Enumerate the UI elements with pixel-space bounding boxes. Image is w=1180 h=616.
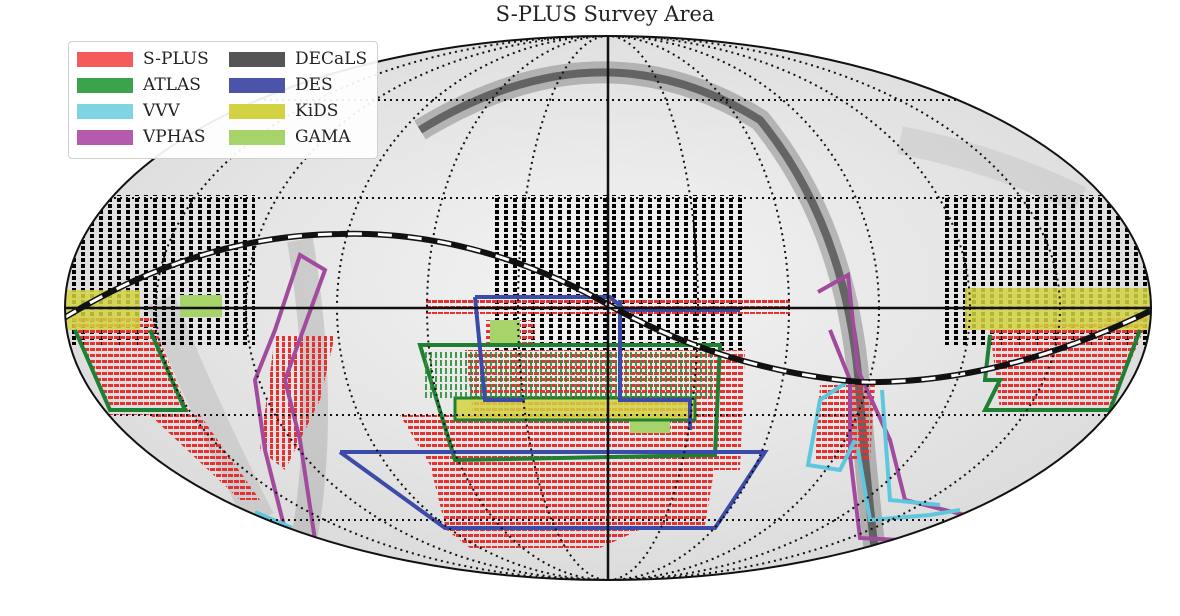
legend-entry-vphas: VPHAS (77, 126, 205, 148)
legend-label-gama: GAMA (295, 127, 351, 147)
map-boundary (64, 35, 1152, 581)
vvv-footprint (254, 378, 961, 530)
legend-entry-gama: GAMA (229, 126, 351, 148)
legend-entry-atlas: ATLAS (77, 74, 201, 96)
legend-entry-vvv: VVV (77, 100, 180, 122)
des-footprint (338, 295, 769, 530)
legend-label-atlas: ATLAS (143, 75, 201, 95)
legend-entry-splus: S-PLUS (77, 48, 209, 70)
legend-swatch-vvv (77, 103, 133, 119)
legend-entry-des: DES (229, 74, 333, 96)
legend-label-kids: KiDS (295, 101, 339, 121)
legend-swatch-decals (229, 51, 285, 67)
legend-entry-kids: KiDS (229, 100, 338, 122)
legend-entry-decals: DECaLS (229, 48, 367, 70)
legend-label-vphas: VPHAS (143, 127, 206, 147)
legend-swatch-splus (77, 51, 133, 67)
atlas-hatch (425, 350, 715, 400)
legend-label-vvv: VVV (143, 101, 180, 121)
legend-swatch-kids (229, 103, 285, 119)
legend-label-des: DES (295, 75, 333, 95)
map-title: S-PLUS Survey Area (495, 2, 715, 26)
equator-meridian-axes (65, 36, 1151, 580)
legend: S-PLUS ATLAS VVV VPHAS DECaLS DES KiDS G… (68, 41, 378, 159)
legend-swatch-vphas (77, 129, 133, 145)
legend-swatch-atlas (77, 77, 133, 93)
legend-label-splus: S-PLUS (143, 49, 209, 69)
legend-swatch-gama (229, 129, 285, 145)
legend-swatch-des (229, 77, 285, 93)
legend-label-decals: DECaLS (295, 49, 368, 69)
